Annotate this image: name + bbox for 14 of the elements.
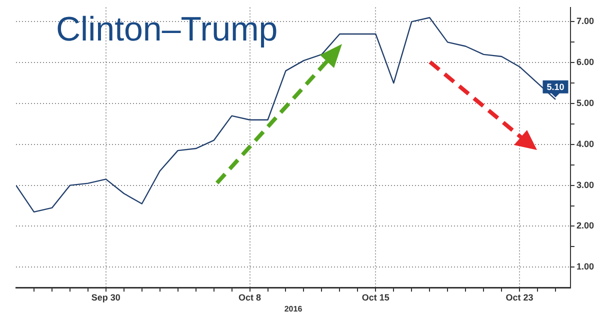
x-tick-label: Sep 30: [91, 292, 120, 302]
y-tick-label: 1.00: [576, 262, 594, 272]
y-tick-label: 4.00: [576, 138, 594, 149]
chart-title: Clinton–Trump: [56, 10, 278, 48]
y-tick-label: 5.00: [576, 98, 594, 108]
x-tick-label: Oct 8: [238, 292, 262, 302]
y-tick-label: 2.00: [576, 220, 594, 231]
y-tick-label: 6.00: [576, 57, 594, 68]
annotation: 5.10: [546, 82, 564, 92]
x-tick-label: Oct 15: [362, 292, 390, 302]
x-tick-label: Oct 23: [506, 292, 534, 302]
y-tick-label: 3.00: [576, 180, 594, 190]
x-axis-title: 2016: [284, 304, 303, 314]
y-tick-label: 7.00: [576, 16, 594, 26]
